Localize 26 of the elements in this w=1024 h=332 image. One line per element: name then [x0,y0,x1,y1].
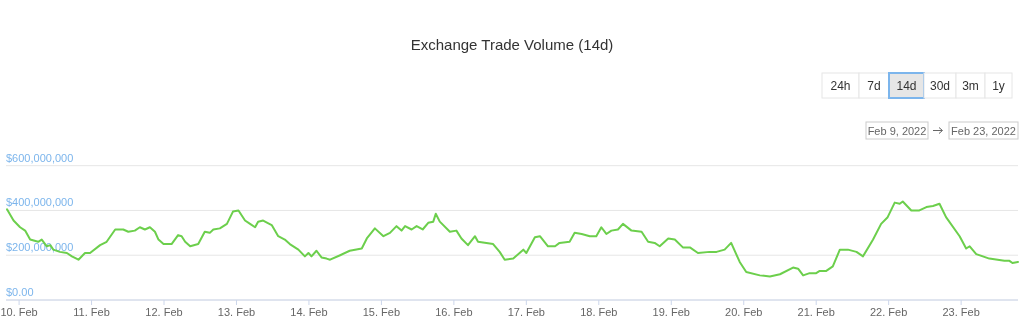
x-tick-label: 20. Feb [725,306,763,318]
text: Feb 9, 2022 [867,125,927,137]
text: Feb 23, 2022 [951,125,1016,137]
text: 7d [867,79,881,93]
text: 1y [992,79,1005,93]
text: 30d [929,79,951,93]
text: 3m [962,79,979,93]
x-tick-label: 13. Feb [217,306,256,318]
x-tick-label: 10. Feb [0,306,38,318]
x-tick-label: 21. Feb [797,306,835,318]
x-tick-label: 14. Feb [290,306,328,318]
x-tick-label: 15. Feb [362,306,401,318]
x-tick-label: 18. Feb [580,306,618,318]
text: 24h [830,79,851,93]
y-tick-label: $0.00 [6,286,34,298]
x-tick-label: 19. Feb [652,306,690,318]
x-tick-label: 23. Feb [942,306,980,318]
text: 14d [896,79,917,93]
x-tick-label: 12. Feb [145,306,183,318]
x-tick-label: 22. Feb [870,306,908,318]
y-tick-label: $400,000,000 [6,196,74,209]
y-tick-label: $600,000,000 [6,151,74,164]
x-tick-label: 16. Feb [435,306,473,318]
chart-title: Exchange Trade Volume (14d) [410,36,614,53]
x-tick-label: 11. Feb [73,306,110,318]
x-tick-label: 17. Feb [507,306,545,318]
